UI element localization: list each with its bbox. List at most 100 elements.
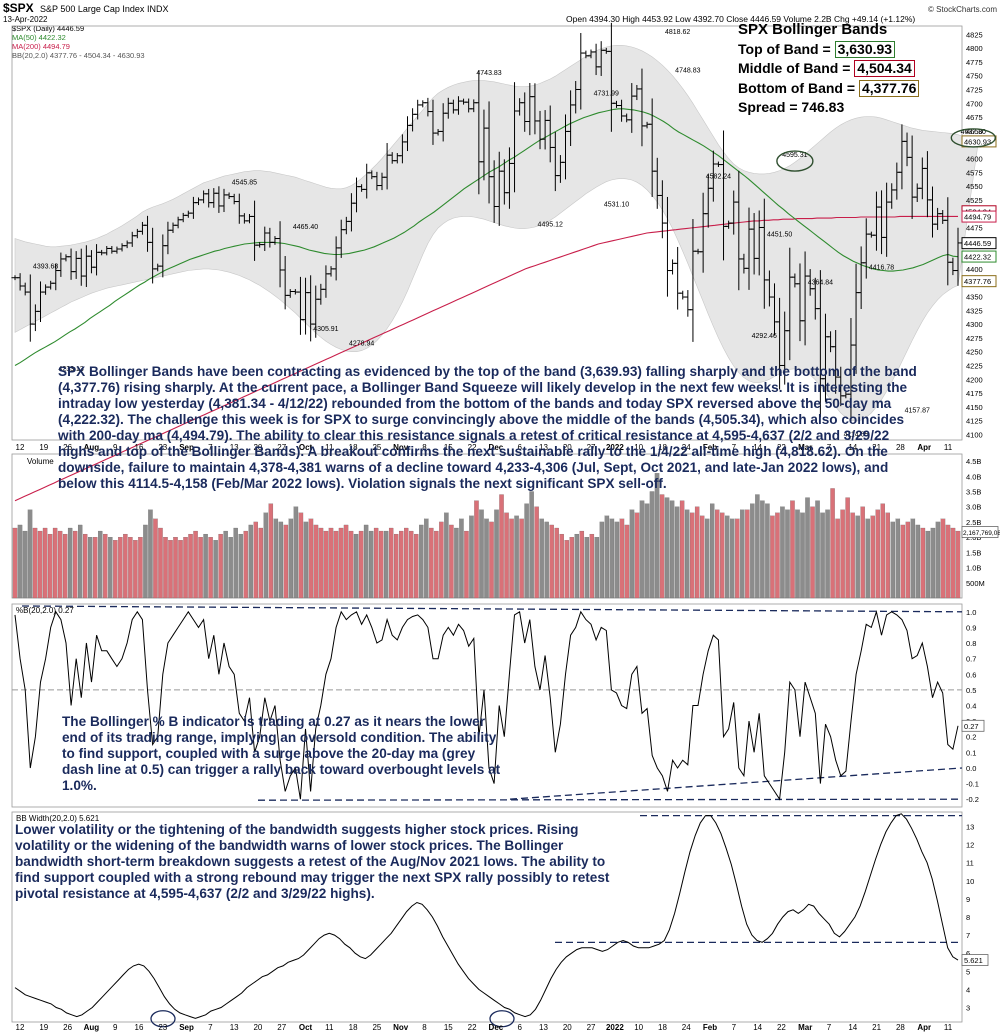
volume-bar [93,537,98,599]
volume-bar [489,521,494,599]
percent-b-line [14,609,959,801]
price-annotation-label: 4818.62 [665,29,690,36]
bottom-x-tick-label: 6 [517,1023,522,1032]
volume-bar [57,530,63,599]
price-value-label: 4377.76 [964,277,991,286]
top-of-band-row: Top of Band = 3,630.93 [738,40,919,60]
ma50-line [14,108,959,366]
bottom-of-band-label: Bottom of Band = [738,79,856,96]
volume-bar [32,527,38,599]
volume-bar [775,512,780,599]
volume-bar [343,524,349,599]
bottom-x-tick-label: 18 [658,1023,667,1032]
volume-bar [930,527,936,599]
volume-bar [308,518,314,599]
volume-bar [233,527,238,599]
volume-bar [880,503,885,599]
volume-bar [504,512,509,599]
volume-bar [42,527,48,599]
price-x-tick-label: 11 [944,443,953,452]
highlight-oval [950,128,996,148]
volume-bar [549,524,554,599]
volume-bar [920,527,926,599]
percent-b-tick-label: 0.5 [966,686,976,695]
price-x-tick-label: 7 [732,443,737,452]
price-x-tick-label: 22 [777,443,786,452]
bottom-x-tick-label: 14 [848,1023,857,1032]
volume-bar [715,509,720,599]
volume-bar [840,509,845,599]
volume-bar [409,530,414,599]
price-annotation-label: 4465.40 [293,224,318,231]
top-of-band-value: 3,630.93 [834,40,896,58]
volume-bar [900,524,906,599]
middle-of-band-row: Middle of Band = 4,504.34 [738,59,919,79]
volume-bar [108,537,113,599]
bandwidth-tick-label: 5 [966,967,970,976]
volume-bar [454,527,459,599]
bottom-x-tick-label: 28 [896,1023,905,1032]
volume-bar [669,500,675,599]
price-x-tick-label: 10 [634,443,643,452]
legend-ma50: MA(50) 4422.32 [12,33,66,42]
volume-bar [439,521,444,599]
volume-bar [52,527,58,599]
price-x-tick-label: 23 [158,443,167,452]
chart-exchange: INDX [147,4,169,14]
percent-b-tick-label: 0.7 [966,655,976,664]
price-x-tick-label: 19 [39,443,48,452]
volume-bar [37,530,43,599]
percent-b-tick-label: -0.2 [966,795,979,804]
volume-bar [725,515,730,599]
percent-b-bottom-line [257,798,963,801]
volume-bar [338,527,344,599]
volume-bar [303,521,309,599]
bottom-x-tick-label: 16 [135,1023,144,1032]
volume-bar [353,533,359,599]
volume-bar [820,512,825,599]
volume-bar [890,521,896,599]
bottom-x-tick-label: 26 [63,1023,72,1032]
bottom-x-tick-label: 10 [634,1023,643,1032]
volume-bar [935,521,941,599]
volume-bar [459,518,464,599]
percent-b-tick-label: 1.0 [966,608,976,617]
price-axis-tick-label: 4650 [966,127,983,136]
volume-bar [574,533,580,599]
volume-value-box [961,526,999,538]
volume-axis-tick-label: 1.5B [966,548,981,557]
volume-bar [113,540,118,599]
volume-bar [519,518,524,599]
bandwidth-tick-label: 7 [966,931,970,940]
volume-bar [494,509,499,599]
bottom-x-tick-label: 7 [827,1023,832,1032]
ohlc-readout: Open 4394.30 High 4453.92 Low 4392.70 Cl… [566,14,915,24]
price-axis-tick-label: 4525 [966,196,983,205]
volume-bar [444,512,449,599]
price-x-tick-label: 16 [135,443,144,452]
volume-bar [469,515,474,599]
volume-bar [268,503,274,599]
bottom-of-band-row: Bottom of Band = 4,377.76 [738,79,920,99]
price-value-label: 4446.59 [964,239,991,248]
volume-bar [163,537,168,599]
percent-b-tick-label: 0.9 [966,623,976,632]
bandwidth-tick-label: 11 [966,859,974,868]
volume-bar [649,491,655,599]
price-value-label: 4494.79 [964,213,991,222]
price-x-tick-label: Feb [703,443,717,452]
volume-bar [278,521,284,599]
price-annotation-label: 4278.94 [349,341,374,348]
volume-bar [188,533,193,599]
volume-bar [67,527,73,599]
volume-bar [770,515,775,599]
price-axis-tick-label: 4725 [966,85,983,94]
volume-bar [77,524,83,599]
volume-bar [559,533,564,599]
bandwidth-line [14,813,959,1019]
volume-bar [414,533,419,599]
volume-bar [654,473,660,599]
volume-bar [253,521,258,599]
volume-bar [855,515,860,599]
volume-bar [383,530,389,599]
